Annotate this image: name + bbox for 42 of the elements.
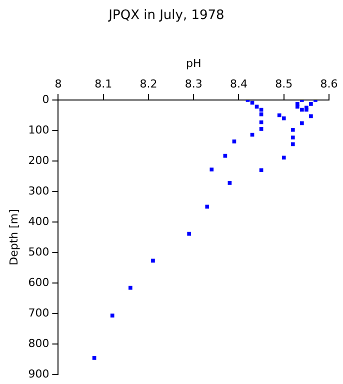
y-tick-label: 500 [28,245,50,258]
point [309,102,313,106]
x-tick-label: 8 [54,77,62,90]
x-tick-label: 8.1 [94,77,112,90]
point [277,113,282,118]
y-tick-label: 900 [28,367,50,380]
point [282,156,286,160]
y-tick-label: 700 [28,306,50,320]
point [290,142,295,146]
point [259,127,264,131]
y-tick-label: 400 [28,214,50,228]
point [290,128,295,132]
y-tick-label: 100 [28,123,50,136]
y-tick-label: 0 [42,92,50,106]
x-tick-label: 8.5 [275,77,293,90]
point [295,104,300,109]
x-tick-label: 8.6 [320,77,338,90]
y-axis-title: Depth [m] [7,209,20,266]
x-tick-label: 8.3 [184,77,202,90]
x-axis-title: pH [186,57,202,70]
point [92,356,96,360]
point [309,114,313,118]
x-tick-label: 8.2 [140,77,158,90]
y-tick-label: 300 [28,184,50,198]
chart-title: JPQX in July, 1978 [108,8,224,24]
point [187,232,191,236]
point [290,136,295,140]
y-tick-label: 600 [28,276,50,289]
point [282,116,286,120]
point [300,121,304,126]
point [151,258,155,263]
point [210,168,214,172]
x-tick-label: 8.4 [230,77,248,90]
point [205,204,210,209]
point [300,108,304,112]
point [259,168,264,172]
point [128,286,132,290]
y-tick-label: 200 [28,154,50,167]
y-tick-label: 800 [28,336,50,350]
point [110,314,114,318]
point [232,140,236,144]
point [228,181,232,185]
